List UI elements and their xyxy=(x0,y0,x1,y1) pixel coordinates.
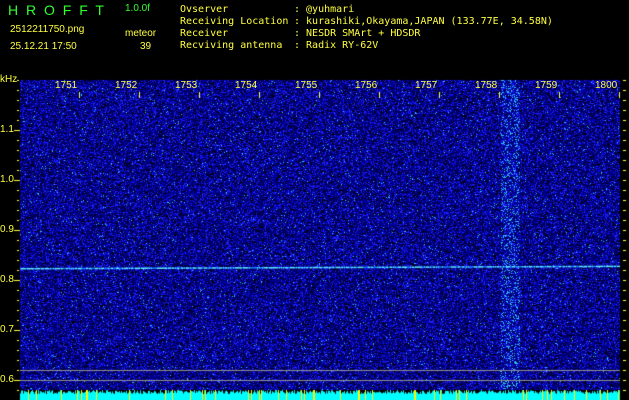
x-tick-label: 1751 xyxy=(55,80,78,91)
info-label: Recviving antenna xyxy=(180,40,283,51)
x-tick-label: 1753 xyxy=(175,80,198,91)
y-tick-label: 0.6 xyxy=(0,374,14,385)
y-unit-label: kHz xyxy=(0,74,18,85)
info-label: Receiver xyxy=(180,28,229,39)
file-name: 2512211750.png xyxy=(10,24,85,35)
x-tick-label: 1755 xyxy=(295,80,318,91)
y-tick-label: 1.0 xyxy=(0,174,14,185)
spectrogram xyxy=(0,75,629,400)
info-value: : kurashiki,Okayama,JAPAN (133.77E, 34.5… xyxy=(294,16,553,27)
x-tick-label: 1759 xyxy=(535,80,558,91)
y-tick-label: 1.1 xyxy=(0,124,14,135)
file-datetime: 25.12.21 17:50 xyxy=(10,41,77,52)
x-tick-label: 1754 xyxy=(235,80,258,91)
info-value: : NESDR SMArt + HDSDR xyxy=(294,28,421,39)
x-tick-label: 1800 xyxy=(595,80,618,91)
x-tick-label: 1752 xyxy=(115,80,138,91)
y-tick-label: 0.8 xyxy=(0,274,14,285)
x-tick-label: 1757 xyxy=(415,80,438,91)
meteor-count: 39 xyxy=(140,41,152,52)
info-label: Ovserver xyxy=(180,4,229,15)
x-tick-label: 1758 xyxy=(475,80,498,91)
info-value: : Radix RY-62V xyxy=(294,40,379,51)
y-tick-label: 0.9 xyxy=(0,224,14,235)
x-tick-label: 1756 xyxy=(355,80,378,91)
info-value: : @yuhmari xyxy=(294,4,355,15)
app-title: H R O F F T xyxy=(8,2,106,18)
meteor-label: meteor xyxy=(125,28,157,39)
info-label: Receiving Location xyxy=(180,16,289,27)
app-version: 1.0.0f xyxy=(125,3,151,14)
y-tick-label: 0.7 xyxy=(0,324,14,335)
